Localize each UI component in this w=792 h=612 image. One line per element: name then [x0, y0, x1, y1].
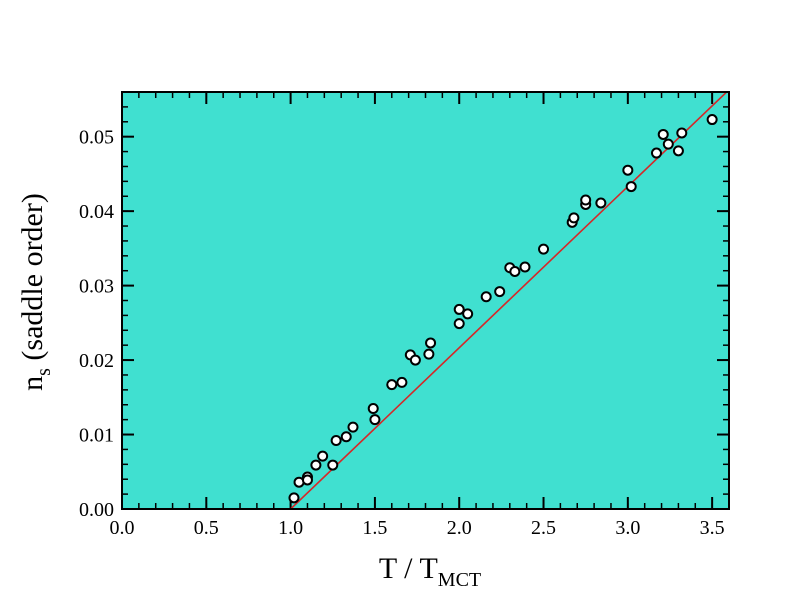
- y-axis-title-main: n: [16, 376, 49, 391]
- y-tick-label: 0.01: [79, 425, 114, 447]
- data-point: [676, 127, 688, 139]
- data-point: [538, 243, 550, 255]
- x-tick-label: 3.5: [700, 517, 725, 539]
- data-point: [509, 265, 521, 277]
- data-point: [369, 414, 381, 426]
- data-point: [367, 402, 379, 414]
- y-tick-label: 0.03: [79, 276, 114, 298]
- data-point: [317, 450, 329, 462]
- x-axis-title-main: T / T: [379, 552, 438, 585]
- data-point: [425, 337, 437, 349]
- data-point: [662, 138, 674, 150]
- data-points: [288, 114, 718, 504]
- x-tick-label: 3.0: [615, 517, 640, 539]
- y-tick-label: 0.04: [79, 201, 114, 223]
- data-point: [327, 459, 339, 471]
- data-point: [519, 261, 531, 273]
- data-point: [453, 303, 465, 315]
- x-tick-label: 1.5: [362, 517, 387, 539]
- data-point: [310, 459, 322, 471]
- data-point: [288, 492, 300, 504]
- y-tick-label: 0.02: [79, 350, 114, 372]
- x-tick-label: 1.0: [278, 517, 303, 539]
- data-point: [672, 145, 684, 157]
- data-point: [301, 474, 313, 486]
- y-tick-label: 0.05: [79, 127, 114, 149]
- data-point: [396, 376, 408, 388]
- x-tick-label: 0.0: [110, 517, 135, 539]
- data-point: [706, 114, 718, 126]
- y-axis-title: ns (saddle order): [16, 193, 55, 391]
- data-point: [340, 431, 352, 443]
- x-axis-title: T / TMCT: [379, 552, 481, 591]
- x-tick-label: 2.5: [531, 517, 556, 539]
- data-point: [657, 128, 669, 140]
- data-point: [330, 434, 342, 446]
- data-point: [650, 147, 662, 159]
- y-axis-title-sub: s: [33, 368, 55, 376]
- data-point: [386, 379, 398, 391]
- y-axis-title-suffix: (saddle order): [16, 193, 49, 368]
- data-point: [462, 308, 474, 320]
- data-point: [453, 318, 465, 330]
- y-tick-labels: 0.00 0.01 0.02 0.03 0.04 0.05: [79, 127, 114, 521]
- data-point: [595, 197, 607, 209]
- x-axis-title-sub: MCT: [438, 569, 481, 591]
- data-point: [625, 181, 637, 193]
- data-point: [494, 286, 506, 298]
- data-point: [347, 421, 359, 433]
- data-point: [568, 212, 580, 224]
- data-point: [622, 164, 634, 176]
- plot-area: [122, 92, 729, 509]
- fit-layer: [290, 92, 728, 509]
- data-point: [423, 348, 435, 360]
- fit-line: [290, 92, 728, 509]
- x-tick-label: 2.0: [447, 517, 472, 539]
- plot-frame: [121, 91, 730, 510]
- data-point: [409, 354, 421, 366]
- x-tick-labels: 0.0 0.5 1.0 1.5 2.0 2.5 3.0 3.5: [110, 517, 725, 539]
- y-tick-label: 0.00: [79, 499, 114, 521]
- x-tick-label: 0.5: [194, 517, 219, 539]
- data-point: [480, 291, 492, 303]
- data-point: [580, 194, 592, 206]
